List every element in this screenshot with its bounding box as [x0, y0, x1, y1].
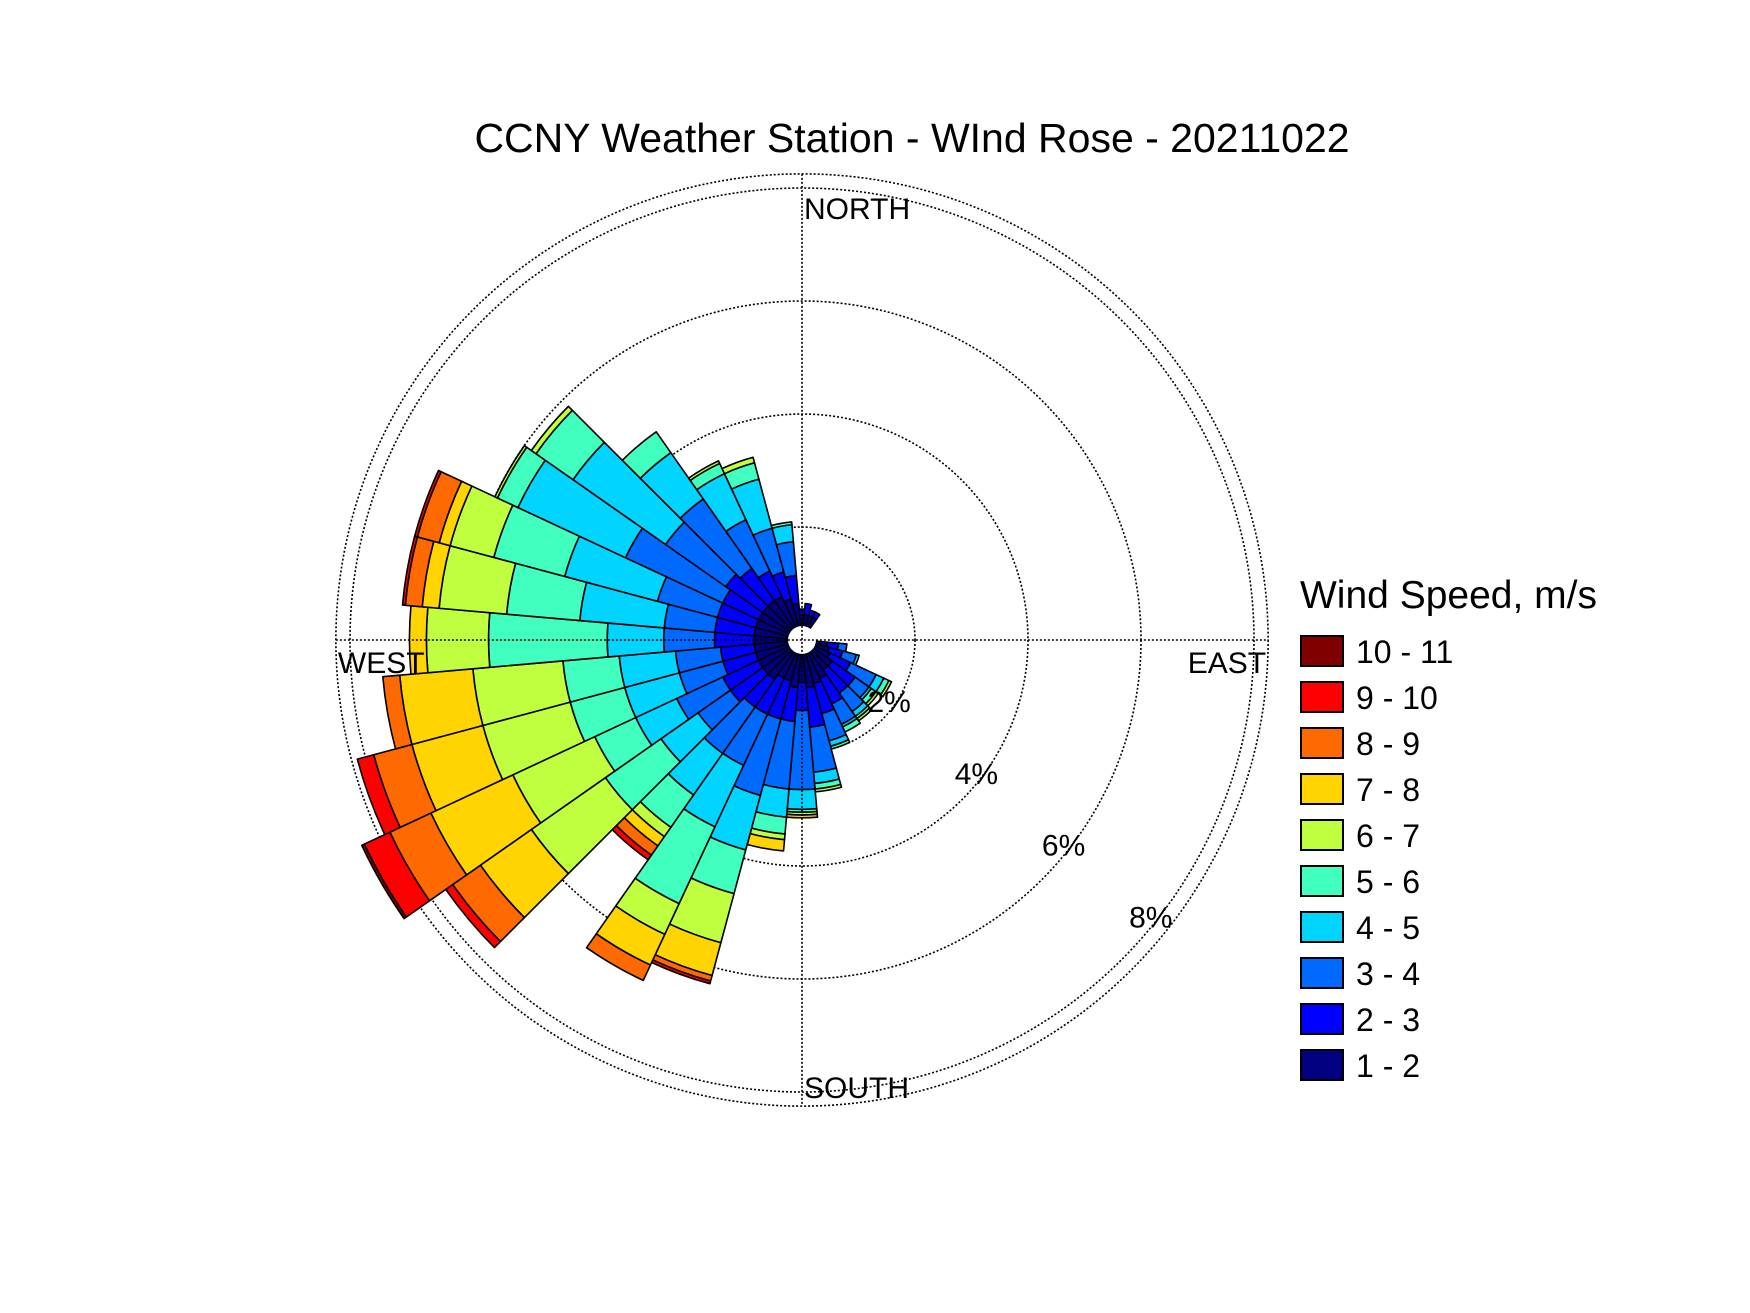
legend-label-5-6: 5 - 6: [1356, 864, 1420, 900]
legend-label-4-5: 4 - 5: [1356, 910, 1420, 946]
legend-label-1-2: 1 - 2: [1356, 1048, 1420, 1084]
direction-label-north: NORTH: [804, 193, 910, 226]
legend-label-2-3: 2 - 3: [1356, 1002, 1420, 1038]
chart-title: CCNY Weather Station - WInd Rose - 20211…: [474, 115, 1349, 161]
sector-250-bin-9-10: [356, 753, 401, 836]
legend-swatch-9-10: [1300, 681, 1344, 713]
legend-swatch-4-5: [1300, 911, 1344, 943]
sector-240-bin-10-11: [360, 843, 408, 920]
sector-290-bin-9-10: [413, 469, 442, 538]
grid-ring-8: [349, 187, 1255, 1093]
sector-30-bin-2-3: [811, 611, 821, 621]
polar-axes: [335, 173, 1269, 1107]
radial-tick-4: 4%: [955, 758, 998, 791]
legend-swatch-5-6: [1300, 865, 1344, 897]
sector-300-bin-6-7: [494, 444, 528, 499]
sector-340-bin-6-7: [721, 456, 756, 475]
radial-tick-6: 6%: [1042, 830, 1085, 863]
legend-swatch-1-2: [1300, 1049, 1344, 1081]
legend-label-9-10: 9 - 10: [1356, 680, 1438, 716]
legend-label-6-7: 6 - 7: [1356, 818, 1420, 854]
legend-swatch-6-7: [1300, 819, 1344, 851]
legend-label-8-9: 8 - 9: [1356, 726, 1420, 762]
sector-270-bin-4-5: [606, 622, 666, 658]
wind-rose-sectors: [356, 405, 893, 985]
legend-swatch-2-3: [1300, 1003, 1344, 1035]
legend-swatch-7-8: [1300, 773, 1344, 805]
radial-tick-2: 2%: [868, 686, 911, 719]
legend-label-7-8: 7 - 8: [1356, 772, 1420, 808]
sector-330-bin-6-7: [687, 460, 721, 482]
direction-label-east: EAST: [1188, 647, 1266, 680]
legend-title: Wind Speed, m/s: [1300, 574, 1597, 617]
polar-labels: NORTH EAST SOUTH WEST 2% 4% 6% 8%: [338, 193, 1266, 1105]
legend: Wind Speed, m/s 10 - 11 9 - 10 8 - 9 7 - 8 6 …: [1300, 574, 1597, 1084]
legend-swatch-10-11: [1300, 635, 1344, 667]
sector-320-bin-5-6: [621, 431, 672, 480]
sector-120-bin-6-7: [879, 679, 893, 698]
legend-swatch-3-4: [1300, 957, 1344, 989]
sector-260-bin-8-9: [382, 674, 413, 750]
sector-350-bin-5-6: [770, 521, 793, 530]
direction-label-west: WEST: [338, 647, 425, 680]
sector-210-bin-8-9: [585, 932, 652, 982]
legend-label-3-4: 3 - 4: [1356, 956, 1420, 992]
legend-swatch-8-9: [1300, 727, 1344, 759]
radial-tick-8: 8%: [1129, 902, 1172, 935]
direction-label-south: SOUTH: [804, 1072, 909, 1105]
sector-310-bin-6-7: [530, 405, 574, 455]
sector-10-bin-2-3: [803, 602, 813, 617]
center-hole: [788, 626, 816, 654]
legend-label-10-11: 10 - 11: [1356, 634, 1453, 670]
